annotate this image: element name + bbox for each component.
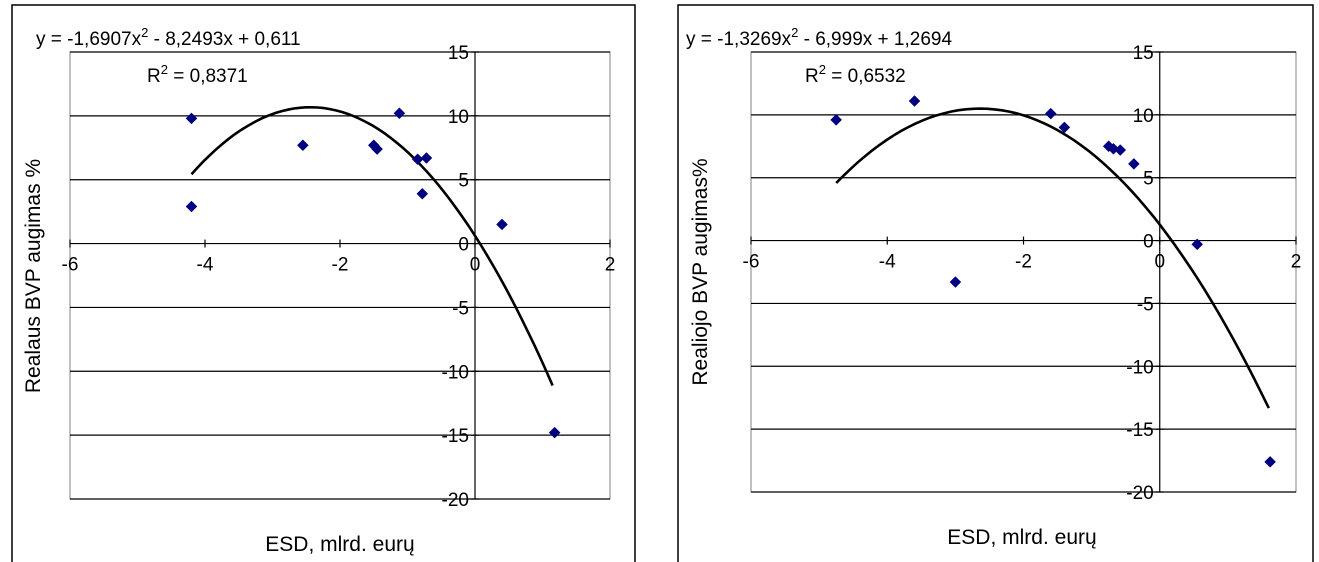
chart-right-data-point [1044,107,1057,120]
chart-right-data-point [830,114,843,126]
chart-left-y-tick-label: 15 [448,43,469,64]
chart-right-x-tick-label: -2 [1015,252,1032,273]
chart-right-data-point [1191,238,1204,251]
chart-left-x-axis-label: ESD, mlrd. eurų [265,533,414,556]
chart-right-x-tick-label: -6 [743,252,760,273]
chart-right-x-axis-label: ESD, mlrd. eurų [947,526,1096,549]
chart-left-x-tick-label: 0 [470,255,481,276]
chart-right-trendline [835,107,1270,409]
chart-left-data-point [185,200,198,213]
chart-right-y-tick-label: -5 [1137,294,1154,315]
chart-left-x-tick-labels: -6 -4 -2 0 2 [62,255,616,276]
chart-right-plot-area [750,51,1297,493]
chart-left-data-point [420,152,433,164]
chart-left-points [185,107,561,439]
chart-right-y-axis-label: Realiojo BVP augimas% [689,158,712,385]
chart-left-x-tick-label: -2 [332,255,349,276]
chart-right-y-tick-label: 15 [1133,43,1154,64]
chart-right-y-tick-label: 5 [1143,169,1154,190]
chart-right-y-tick-label: -15 [1126,420,1153,441]
chart-right-axes [750,51,1297,493]
chart-left-data-point [185,112,198,125]
chart-right-y-tick-label: 0 [1143,232,1154,253]
chart-left-x-tick-label: -6 [62,255,79,276]
chart-left-y-tick-label: 0 [458,235,469,256]
chart-left-y-tick-label: -15 [442,426,469,447]
chart-left-r-squared: R2 = 0,8371 [147,62,248,87]
chart-left-y-axis-label: Realaus BVP augimas % [22,159,45,393]
chart-left-data-point [416,187,429,200]
chart-right-y-tick-label: -20 [1126,483,1153,504]
chart-right-y-tick-labels: -20 -15 -10 -5 0 5 10 15 [1126,43,1153,504]
chart-right-equation: y = -1,3269x2 - 6,999x + 1,2694 [686,25,952,50]
chart-right-y-tick-label: 10 [1133,106,1154,127]
chart-right-x-tick-labels: -6 -4 -2 0 2 [743,252,1302,273]
chart-left-equation: y = -1,6907x2 - 8,2493x + 0,611 [36,25,301,50]
chart-right-data-point [1114,144,1127,156]
chart-right-data-point [1264,455,1276,468]
chart-right-x-tick-label: 0 [1154,252,1165,273]
chart-right-y-tick-label: -10 [1126,357,1153,378]
chart-right-x-tick-label: -4 [879,252,896,273]
chart-right-x-tick-label: 2 [1291,252,1302,273]
chart-right-data-point [949,276,962,288]
chart-left-gridlines [70,51,610,500]
chart-left-data-point [393,107,406,120]
chart-left-y-tick-labels: -20 -15 -10 -5 0 5 10 15 [442,43,469,511]
chart-right-data-point [908,95,921,107]
chart-right-points [830,95,1276,468]
chart-left-x-tick-label: -4 [197,255,214,276]
chart-right-data-point [1058,121,1071,134]
chart-left-axes [69,51,611,500]
chart-left-data-point [496,218,508,231]
chart-left-trendline [190,106,554,387]
chart-left-y-tick-label: 10 [448,107,469,128]
chart-right-data-point [1128,158,1140,170]
chart-left-y-tick-label: -10 [442,362,469,383]
chart-right-r-squared: R2 = 0,6532 [805,62,906,87]
chart-left-y-tick-label: -5 [452,298,469,319]
chart-left-data-point [548,426,561,439]
chart-left-data-point [297,139,309,152]
chart-left-plot-area [69,51,611,500]
chart-left-y-tick-label: -20 [442,490,469,511]
chart-left-data-point [371,143,383,155]
chart-left-y-tick-label: 5 [458,171,469,192]
chart-left-x-tick-label: 2 [605,255,616,276]
